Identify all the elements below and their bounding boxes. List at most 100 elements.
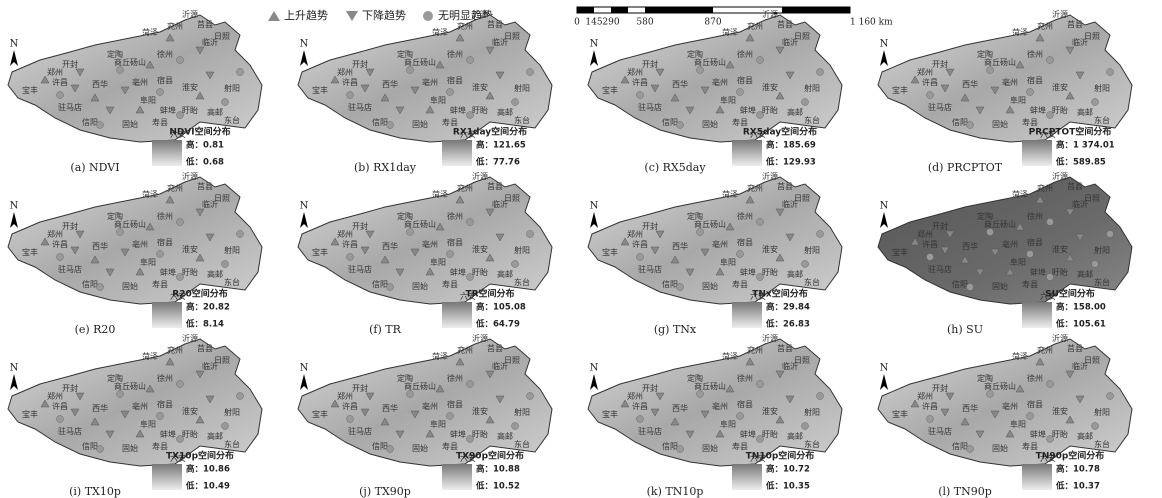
none-marker bbox=[1107, 231, 1114, 238]
city-label: 莒县 bbox=[777, 181, 793, 191]
city-label: 许昌 bbox=[342, 239, 358, 249]
down-symbol bbox=[346, 11, 358, 21]
city-label: 高邮 bbox=[497, 431, 513, 441]
city-label: 亳州 bbox=[712, 401, 728, 411]
scale-label: 145 bbox=[585, 18, 602, 28]
city-label: 驻马店 bbox=[348, 264, 372, 274]
city-label: 徐州 bbox=[1027, 49, 1043, 59]
city-label: 临沂 bbox=[492, 37, 508, 47]
city-label: 许昌 bbox=[52, 401, 68, 411]
map-panel: N沂源兖州莒县日照菏泽临沂郑州开封定陶许昌商丘砀山徐州宝丰西华亳州宿县淮安射阳驻… bbox=[588, 171, 842, 336]
city-label: 亳州 bbox=[422, 401, 438, 411]
city-label: 信阳 bbox=[662, 441, 678, 451]
legend-ramp bbox=[732, 464, 762, 490]
city-label: 寿县 bbox=[732, 117, 748, 127]
city-label: 郑州 bbox=[917, 67, 933, 77]
city-label: 阜阳 bbox=[140, 419, 156, 429]
city-label: 驻马店 bbox=[638, 102, 662, 112]
north-arrow bbox=[300, 212, 308, 228]
city-label: 商丘砀山 bbox=[694, 57, 726, 67]
city-label: 西华 bbox=[382, 79, 398, 89]
city-label: 信阳 bbox=[82, 279, 98, 289]
city-label: 宝丰 bbox=[312, 247, 328, 257]
none-marker bbox=[987, 391, 994, 398]
city-label: 莒县 bbox=[197, 19, 213, 29]
city-label: 固始 bbox=[992, 281, 1008, 291]
city-label: 莒县 bbox=[487, 19, 503, 29]
legend-low: 低：10.35 bbox=[765, 481, 810, 492]
none-marker bbox=[817, 393, 824, 400]
city-label: 固始 bbox=[122, 119, 138, 129]
top-legend: 上升趋势 下降趋势 无明显趋势 bbox=[268, 8, 493, 22]
city-label: 高邮 bbox=[207, 107, 223, 117]
none-marker bbox=[177, 219, 184, 226]
city-label: 徐州 bbox=[157, 49, 173, 59]
city-label: 宿县 bbox=[1027, 75, 1043, 85]
legend-high: 高：29.84 bbox=[766, 302, 810, 313]
city-label: 许昌 bbox=[632, 239, 648, 249]
city-label: 盱眙 bbox=[762, 429, 778, 439]
city-label: 郑州 bbox=[47, 229, 63, 239]
city-label: 阜阳 bbox=[1010, 419, 1026, 429]
city-label: 兖州 bbox=[457, 183, 473, 193]
city-label: 徐州 bbox=[1027, 211, 1043, 221]
city-label: 许昌 bbox=[342, 77, 358, 87]
city-label: 菏泽 bbox=[722, 27, 738, 37]
none-marker bbox=[387, 122, 394, 129]
north-label: N bbox=[10, 363, 19, 374]
city-label: 郑州 bbox=[917, 229, 933, 239]
city-label: 徐州 bbox=[737, 49, 753, 59]
none-marker bbox=[222, 423, 229, 430]
city-label: 沂源 bbox=[1052, 9, 1068, 19]
legend-low: 低：77.76 bbox=[475, 157, 520, 168]
city-label: 盱眙 bbox=[1052, 429, 1068, 439]
city-label: 信阳 bbox=[82, 117, 98, 127]
city-label: 阜阳 bbox=[430, 419, 446, 429]
city-label: 高邮 bbox=[1077, 107, 1093, 117]
city-label: 亳州 bbox=[132, 77, 148, 87]
none-marker bbox=[1092, 423, 1099, 430]
north-arrow bbox=[300, 50, 308, 66]
city-label: 郑州 bbox=[47, 391, 63, 401]
city-label: 开封 bbox=[62, 59, 78, 69]
city-label: 菏泽 bbox=[1012, 27, 1028, 37]
none-marker bbox=[757, 112, 764, 119]
legend-ramp bbox=[152, 140, 182, 166]
city-label: 固始 bbox=[702, 443, 718, 453]
none-marker bbox=[347, 254, 354, 261]
legend-high: 高：0.81 bbox=[186, 140, 224, 151]
city-label: 徐州 bbox=[157, 373, 173, 383]
city-label: 驻马店 bbox=[638, 426, 662, 436]
city-label: 宿县 bbox=[737, 75, 753, 85]
city-label: 寿县 bbox=[732, 441, 748, 451]
none-marker bbox=[697, 67, 704, 74]
city-label: 阜阳 bbox=[430, 95, 446, 105]
city-label: 盱眙 bbox=[472, 429, 488, 439]
none-marker bbox=[1107, 69, 1114, 76]
none-marker bbox=[467, 436, 474, 443]
city-label: 商丘砀山 bbox=[984, 219, 1016, 229]
none-marker bbox=[967, 122, 974, 129]
north-arrow bbox=[300, 374, 308, 390]
north-label: N bbox=[590, 363, 599, 374]
city-label: 宝丰 bbox=[892, 85, 908, 95]
city-label: 郑州 bbox=[337, 391, 353, 401]
city-label: 蚌埠 bbox=[450, 105, 466, 115]
city-label: 盱眙 bbox=[182, 267, 198, 277]
city-label: 开封 bbox=[932, 383, 948, 393]
city-label: 菏泽 bbox=[722, 189, 738, 199]
city-label: 寿县 bbox=[1022, 441, 1038, 451]
north-label: N bbox=[300, 39, 309, 50]
city-label: 西华 bbox=[962, 241, 978, 251]
city-label: 高邮 bbox=[787, 107, 803, 117]
none-marker bbox=[677, 446, 684, 453]
city-label: 商丘砀山 bbox=[404, 57, 436, 67]
city-label: 西华 bbox=[962, 79, 978, 89]
city-label: 许昌 bbox=[632, 401, 648, 411]
legend-ramp bbox=[152, 464, 182, 490]
north-arrow bbox=[10, 212, 18, 228]
none-marker bbox=[512, 261, 519, 268]
city-label: 高邮 bbox=[207, 269, 223, 279]
city-label: 蚌埠 bbox=[160, 105, 176, 115]
city-label: 宿县 bbox=[447, 399, 463, 409]
